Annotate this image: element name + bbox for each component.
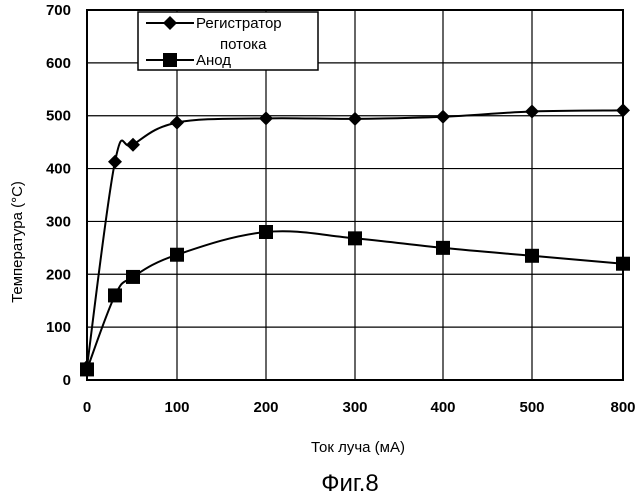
y-tick-label: 600 <box>46 55 71 72</box>
legend-label: Анод <box>196 52 231 69</box>
y-tick-labels: 0 100 200 300 400 500 600 700 <box>46 2 71 389</box>
diamond-marker <box>108 154 122 169</box>
diamond-marker <box>348 111 362 126</box>
y-tick-label: 100 <box>46 319 71 336</box>
square-marker <box>436 240 450 255</box>
y-tick-label: 400 <box>46 161 71 178</box>
x-tick-label: 300 <box>342 399 367 416</box>
square-marker <box>170 247 184 262</box>
legend-label: Регистратор <box>196 15 282 32</box>
x-tick-label: 400 <box>430 399 455 416</box>
square-marker <box>259 225 273 239</box>
diamond-marker <box>126 137 140 152</box>
square-marker <box>126 269 140 284</box>
x-tick-labels: 0 100 200 300 400 500 800 <box>83 399 636 416</box>
diamond-marker <box>436 109 450 124</box>
y-tick-label: 300 <box>46 213 71 230</box>
x-axis-title: Ток луча (мА) <box>311 439 405 456</box>
square-marker <box>525 248 539 263</box>
y-tick-label: 200 <box>46 266 71 283</box>
x-tick-label: 200 <box>253 399 278 416</box>
x-tick-label: 0 <box>83 399 91 416</box>
diamond-marker <box>525 104 539 119</box>
y-tick-label: 700 <box>46 2 71 19</box>
diamond-marker <box>259 111 273 126</box>
plot-frame <box>86 9 624 381</box>
y-axis-title: Температура (°C) <box>9 181 26 303</box>
y-tick-label: 500 <box>46 108 71 125</box>
legend-square-marker <box>163 53 177 67</box>
legend-diamond-marker <box>163 16 177 30</box>
series-line-2 <box>86 230 624 370</box>
x-tick-label: 800 <box>610 399 635 416</box>
y-tick-label: 0 <box>63 372 71 389</box>
square-marker <box>348 231 362 246</box>
figure-caption: Фиг.8 <box>321 470 379 497</box>
x-tick-label: 100 <box>164 399 189 416</box>
x-tick-label: 500 <box>519 399 544 416</box>
diamond-marker <box>170 115 184 130</box>
square-marker <box>108 288 122 303</box>
legend-label: потока <box>220 36 267 53</box>
